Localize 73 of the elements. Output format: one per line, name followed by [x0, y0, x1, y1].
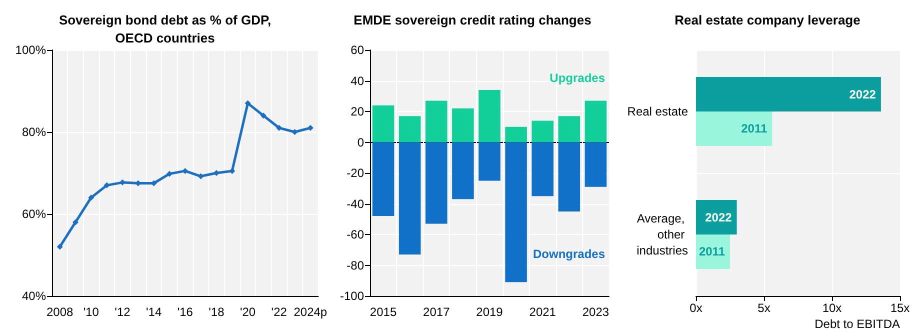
- point: [182, 168, 188, 174]
- y-tick-label: -40: [346, 196, 364, 211]
- x-tick-label: '12: [114, 305, 131, 319]
- y-tick-label: 40%: [22, 289, 46, 303]
- bar: [558, 116, 580, 142]
- series-label: 2022: [849, 87, 876, 102]
- y-tick-label: 100%: [15, 43, 46, 57]
- bar: [478, 90, 500, 142]
- point: [260, 112, 266, 119]
- series-label: Upgrades: [550, 71, 606, 85]
- point: [166, 170, 172, 177]
- x-axis-title: Debt to EBITDA: [814, 317, 900, 331]
- bar: [398, 142, 421, 254]
- x-tick-label: 15x: [890, 301, 910, 315]
- y-tick-label: 80%: [22, 125, 46, 139]
- y-tick-label: 60%: [22, 207, 46, 221]
- point: [56, 244, 63, 250]
- y-tick-label: -60: [346, 228, 364, 242]
- bar: [584, 100, 607, 142]
- x-tick-label: '16: [177, 305, 194, 319]
- bar: [696, 200, 737, 234]
- chart-title: EMDE sovereign credit rating changes: [354, 12, 592, 28]
- bar: [696, 77, 881, 112]
- y-tick-label: Real estate: [627, 104, 688, 118]
- series-label: 2011: [698, 244, 726, 259]
- text: 2011: [741, 122, 768, 136]
- x-tick-label: 2019: [476, 305, 504, 319]
- x-tick-label: '14: [146, 305, 162, 319]
- x-tick-label: 2024p: [294, 305, 328, 319]
- chart-title: Real estate company leverage: [674, 12, 860, 28]
- point: [88, 194, 94, 201]
- x-tick-label: '10: [83, 305, 100, 319]
- x-tick-label: '20: [240, 305, 256, 319]
- y-tick-label: 0: [357, 135, 364, 150]
- bar: [372, 142, 394, 216]
- bar: [478, 142, 500, 181]
- bar: [372, 105, 394, 142]
- point: [292, 129, 298, 135]
- y-tick-label: 20: [350, 104, 364, 118]
- x-tick-label: 2015: [370, 305, 397, 319]
- bar: [584, 142, 607, 187]
- bar: [452, 108, 474, 142]
- bar: [696, 112, 772, 146]
- x-tick-label: 2023: [582, 305, 610, 319]
- x-tick-label: '22: [271, 305, 288, 319]
- bar: [505, 126, 527, 142]
- x-tick-label: 10x: [822, 301, 842, 315]
- bar: [426, 142, 448, 224]
- point: [72, 219, 78, 226]
- y-tick-label: -100: [340, 289, 364, 303]
- x-tick-label: 0x: [690, 301, 702, 315]
- bar: [398, 116, 421, 142]
- bar: [505, 142, 527, 282]
- y-tick-label: -80: [346, 258, 364, 272]
- x-tick-label: 2021: [529, 305, 556, 319]
- x-tick-label: 5x: [758, 301, 770, 315]
- x-tick-label: 2017: [423, 305, 450, 319]
- series-label: Downgrades: [532, 247, 606, 261]
- y-tick-label: 40: [350, 74, 364, 88]
- bar: [532, 142, 554, 196]
- bar: [558, 142, 580, 212]
- x-tick-label: 2008: [46, 305, 74, 319]
- x-tick-label: '18: [208, 305, 225, 319]
- y-tick-label: Average, other industries: [636, 212, 688, 258]
- text: 2022: [705, 210, 732, 224]
- bar: [452, 142, 474, 200]
- chart-title: Sovereign bond debt as % of GDP, OECD countries: [58, 12, 272, 46]
- y-tick-label: -20: [346, 166, 364, 180]
- bar: [426, 100, 448, 142]
- y-tick-label: 60: [350, 43, 364, 57]
- point: [307, 124, 314, 131]
- point: [276, 124, 282, 131]
- bar: [532, 120, 554, 142]
